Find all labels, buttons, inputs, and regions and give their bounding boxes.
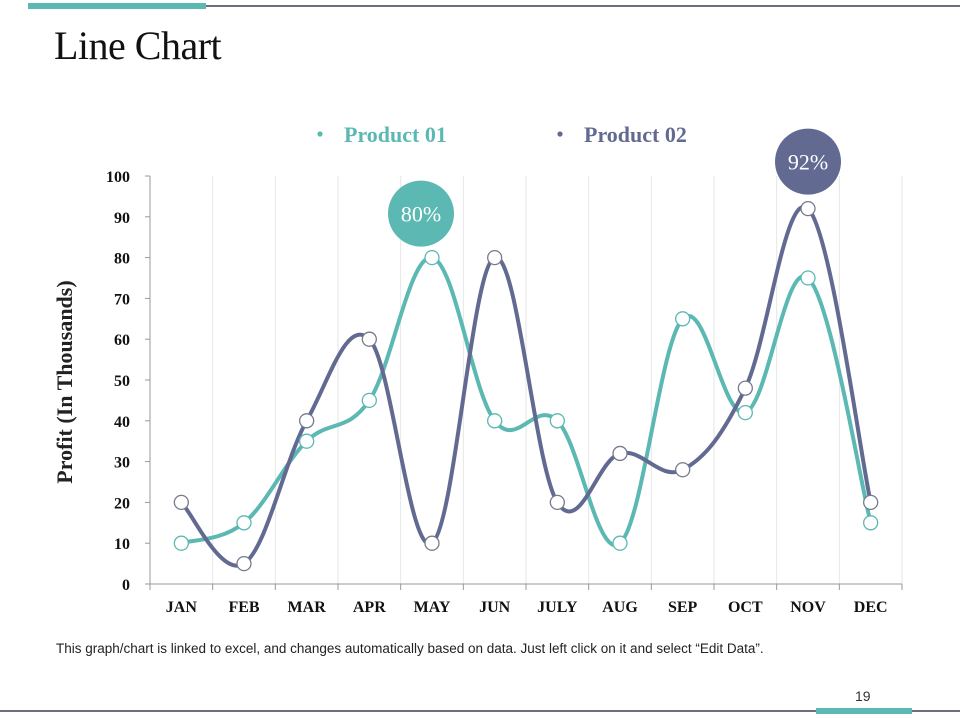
legend-marker bbox=[557, 131, 563, 137]
data-point bbox=[612, 445, 628, 462]
x-tick-label: DEC bbox=[854, 599, 888, 616]
y-tick-label: 100 bbox=[106, 169, 130, 186]
y-tick-label: 30 bbox=[114, 455, 130, 472]
y-tick-label: 60 bbox=[114, 332, 130, 349]
data-point bbox=[549, 494, 565, 511]
y-tick-labels: 0 10 20 30 40 50 60 70 80 90 100 bbox=[106, 169, 130, 594]
y-tick-label: 80 bbox=[114, 251, 130, 268]
data-point bbox=[487, 413, 503, 429]
bottom-rule bbox=[0, 710, 960, 712]
legend-marker bbox=[317, 131, 323, 137]
top-rule bbox=[28, 5, 960, 7]
data-point bbox=[173, 494, 189, 511]
series-points bbox=[173, 200, 879, 572]
chart-gridlines bbox=[212, 176, 903, 584]
x-tick-label: JUN bbox=[479, 599, 511, 616]
annotation-bubbles: 80% 92% bbox=[388, 128, 841, 247]
legend-item-label: Product 01 bbox=[344, 122, 447, 147]
data-point bbox=[487, 249, 503, 266]
y-axis-label: Profit (In Thousands) bbox=[52, 280, 77, 483]
data-point bbox=[236, 515, 252, 531]
y-tick-label: 20 bbox=[114, 495, 130, 512]
y-tick-label: 70 bbox=[114, 291, 130, 308]
data-point bbox=[361, 392, 377, 409]
x-tick-label: JULY bbox=[537, 599, 578, 616]
x-tick-label: SEP bbox=[668, 599, 698, 616]
y-tick-label: 90 bbox=[114, 210, 130, 227]
y-tick-label: 10 bbox=[114, 536, 130, 553]
chart-legend: Product 01 Product 02 bbox=[317, 122, 687, 147]
x-tick-label: FEB bbox=[228, 599, 259, 616]
data-point bbox=[173, 535, 189, 551]
data-point bbox=[863, 515, 879, 531]
data-point bbox=[299, 433, 315, 449]
page-number: 19 bbox=[855, 688, 871, 704]
x-category-labels: JAN FEB MAR APR MAY JUN JULY AUG SEP OCT NOV DEC bbox=[166, 599, 888, 616]
bottom-accent-bar bbox=[816, 708, 912, 714]
legend-item-label: Product 02 bbox=[584, 122, 687, 147]
chart-axes bbox=[145, 175, 903, 590]
page-title: Line Chart bbox=[54, 23, 222, 68]
data-point bbox=[863, 494, 879, 511]
data-point bbox=[361, 331, 377, 347]
data-point bbox=[612, 535, 628, 551]
data-point bbox=[424, 249, 440, 266]
x-tick-label: MAR bbox=[288, 599, 327, 616]
data-point bbox=[800, 200, 816, 217]
x-tick-label: NOV bbox=[790, 599, 826, 616]
top-accent-bar bbox=[28, 3, 206, 9]
x-tick-label: OCT bbox=[728, 599, 763, 616]
y-tick-label: 50 bbox=[114, 373, 130, 390]
annotation-label: 80% bbox=[401, 202, 441, 227]
annotation-label: 92% bbox=[788, 150, 828, 175]
x-tick-label: APR bbox=[353, 599, 386, 616]
annotation-bubble bbox=[775, 128, 841, 195]
data-point bbox=[675, 462, 691, 478]
data-point bbox=[549, 413, 565, 429]
data-point bbox=[236, 555, 252, 572]
x-tick-label: MAY bbox=[414, 599, 451, 616]
data-point bbox=[675, 311, 691, 327]
data-point bbox=[424, 535, 440, 551]
annotation-bubble bbox=[388, 180, 454, 247]
data-point bbox=[299, 413, 315, 429]
y-tick-label: 40 bbox=[114, 414, 130, 431]
x-tick-label: AUG bbox=[602, 599, 638, 616]
x-tick-label: JAN bbox=[166, 599, 198, 616]
data-point bbox=[800, 270, 816, 286]
data-point bbox=[737, 380, 753, 396]
y-tick-label: 0 bbox=[122, 577, 130, 594]
footnote: This graph/chart is linked to excel, and… bbox=[56, 641, 764, 656]
series-line-1 bbox=[179, 255, 873, 548]
data-point bbox=[737, 404, 753, 421]
